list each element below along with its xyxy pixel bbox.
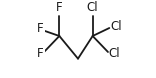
Text: F: F xyxy=(37,22,43,35)
Text: Cl: Cl xyxy=(110,20,122,33)
Text: F: F xyxy=(56,1,63,14)
Text: Cl: Cl xyxy=(109,48,120,61)
Text: Cl: Cl xyxy=(87,1,98,14)
Text: F: F xyxy=(37,47,43,60)
